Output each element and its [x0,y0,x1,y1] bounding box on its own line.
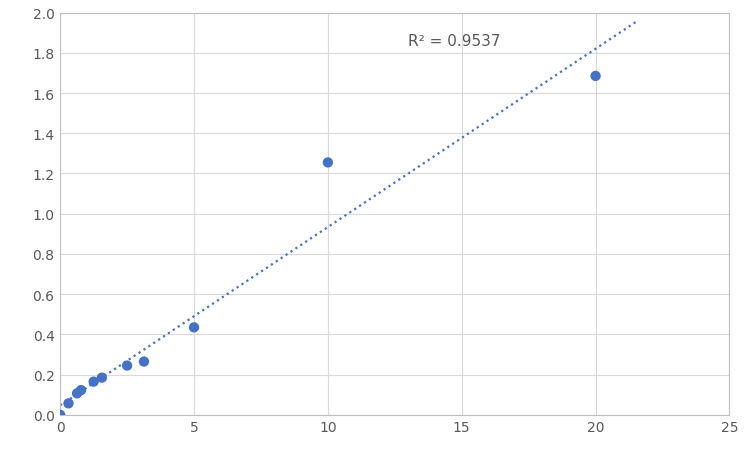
Point [62,400,74,407]
Point [138,358,150,365]
Point [121,362,133,369]
Text: R² = 0.9537: R² = 0.9537 [408,34,501,49]
Point [54,411,66,419]
Point [71,390,83,397]
Point [590,73,602,80]
Point [322,160,334,167]
Point [75,387,87,394]
Point [96,374,108,382]
Point [87,378,99,386]
Point [188,324,200,331]
